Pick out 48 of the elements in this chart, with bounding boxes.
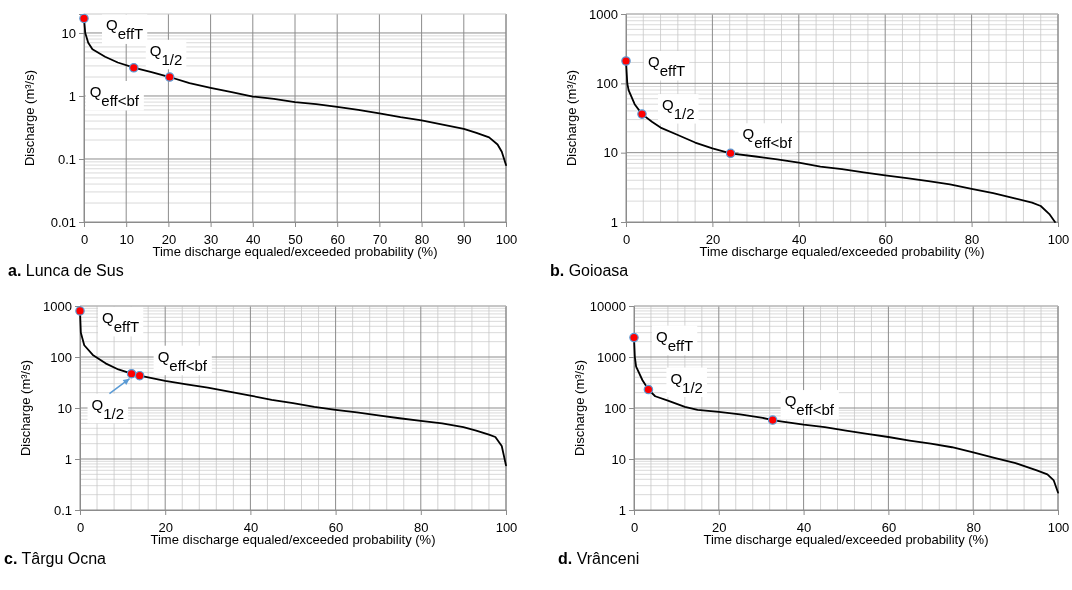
y-tick-label: 100 [596,75,618,91]
y-tick-label: 1 [618,502,626,518]
point [629,332,639,343]
x-tick-label: 90 [457,232,472,248]
y-tick-label: 0.1 [53,502,72,518]
y-tick-label: 10 [611,451,626,467]
x-tick-label: 100 [1047,520,1070,536]
x-tick-label: 0 [76,520,85,536]
point [79,13,89,24]
y-tick-label: 1000 [43,298,72,314]
point [164,72,175,82]
y-axis-title: Discharge (m³/s) [18,359,33,457]
point [134,370,145,381]
x-tick-label: 100 [495,232,518,248]
y-tick-label: 10 [61,25,76,41]
y-tick-label: 100 [604,400,626,416]
y-tick-label: 10 [603,145,618,161]
x-tick-label: 100 [1047,232,1070,248]
y-tick-label: 100 [50,349,72,365]
y-tick-label: 1 [610,214,618,230]
y-tick-label: 1 [64,451,72,467]
text: b. Goioasa [550,262,629,279]
y-tick-label: 1 [68,88,76,104]
point [129,63,139,73]
y-axis-title: Discharge (m³/s) [572,359,587,457]
point [75,306,85,316]
y-tick-label: 10 [57,400,72,416]
x-tick-label: 10 [119,232,134,248]
x-tick-label: 0 [630,520,639,536]
y-tick-label: 1000 [589,6,618,22]
point [126,368,137,379]
text: c. Târgu Ocna [4,550,107,567]
text: a. Lunca de Sus [8,262,124,279]
text: d. Vrânceni [558,550,640,567]
point [637,109,647,119]
y-axis-title: Discharge (m³/s) [22,69,37,167]
point [725,148,736,159]
point [643,384,654,395]
y-tick-label: 0.01 [50,214,76,230]
y-tick-label: 1000 [597,349,626,365]
y-axis-title: Discharge (m³/s) [564,69,579,167]
x-tick-label: 0 [622,232,631,248]
point [767,415,778,425]
y-tick-label: 0.1 [57,151,76,167]
x-tick-label: 0 [80,232,89,248]
point [621,56,631,66]
y-tick-label: 10000 [589,298,626,314]
x-tick-label: 100 [495,520,518,536]
